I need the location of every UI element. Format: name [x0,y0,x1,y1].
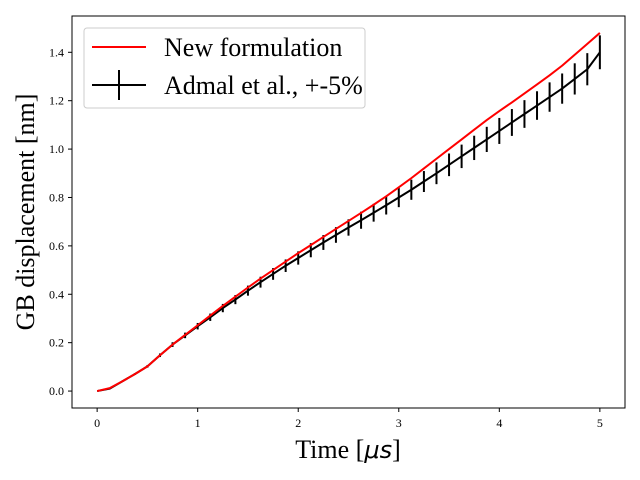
x-tick-label: 3 [396,416,402,430]
y-tick-label: 0.4 [49,287,64,301]
y-tick-label: 0.6 [49,239,64,253]
legend: New formulation Admal et al., +-5% [83,27,366,109]
y-tick-label: 1.2 [49,94,64,108]
x-axis-label: Time [μs] [295,435,401,464]
series-layer [96,32,601,393]
x-tick-label: 0 [94,416,100,430]
legend-label-new-formulation: New formulation [164,33,342,62]
legend-label-admal: Admal et al., +-5% [164,71,363,100]
x-tick-label: 5 [597,416,603,430]
x-axis-ticks: 0 1 2 3 4 5 [94,408,603,430]
y-axis-label: GB displacement [nm] [11,94,40,331]
y-tick-label: 0.0 [49,384,64,398]
y-axis-ticks: 0.0 0.2 0.4 0.6 0.8 1.0 1.2 1.4 [49,45,72,398]
series-line-new-formulation [96,32,601,393]
x-tick-label: 2 [295,416,301,430]
y-tick-label: 0.8 [49,190,64,204]
y-tick-label: 1.4 [49,45,64,59]
x-tick-label: 1 [195,416,201,430]
y-tick-label: 0.2 [49,336,64,350]
x-tick-label: 4 [496,416,502,430]
y-tick-label: 1.0 [49,142,64,156]
plot-frame [71,15,626,409]
legend-box [83,27,366,109]
